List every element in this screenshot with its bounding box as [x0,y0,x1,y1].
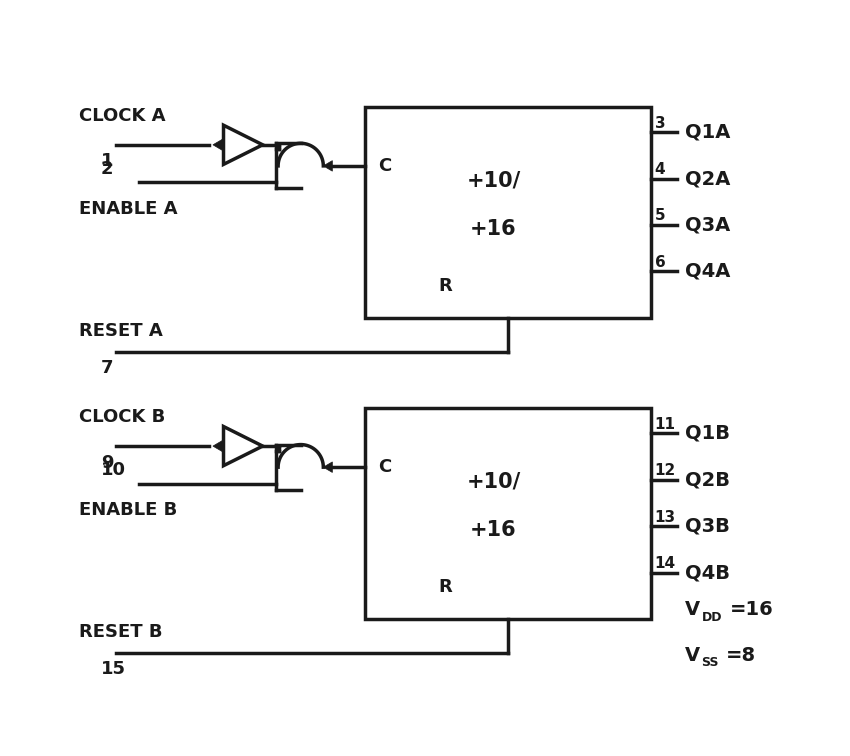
Polygon shape [224,426,263,466]
Text: Q1B: Q1B [685,424,730,443]
Text: Q3A: Q3A [685,215,730,234]
Text: Q2A: Q2A [685,169,730,188]
Text: ENABLE B: ENABLE B [78,501,177,519]
Polygon shape [213,440,224,452]
Text: V: V [685,646,700,665]
Text: +16: +16 [470,520,517,541]
Text: Q4B: Q4B [685,563,730,582]
Text: R: R [438,578,451,596]
Polygon shape [323,160,332,171]
Text: 3: 3 [654,116,666,131]
Text: 7: 7 [101,359,114,377]
Text: 14: 14 [654,556,676,571]
Text: +10/: +10/ [467,171,521,191]
Polygon shape [323,462,332,472]
Text: R: R [438,277,451,295]
Text: DD: DD [701,611,722,624]
Text: 6: 6 [654,255,666,270]
Text: 11: 11 [654,417,676,432]
Text: 4: 4 [654,162,666,177]
Text: C: C [378,458,392,476]
Text: 10: 10 [101,461,126,479]
Text: CLOCK B: CLOCK B [78,408,165,426]
Polygon shape [224,125,263,164]
Text: ENABLE A: ENABLE A [78,200,177,218]
Text: 12: 12 [654,463,676,479]
Text: 9: 9 [101,454,114,472]
Text: +16: +16 [470,219,517,239]
Text: 5: 5 [654,209,666,224]
Text: +10/: +10/ [467,472,521,492]
Text: 1: 1 [101,153,114,170]
Text: C: C [378,157,392,175]
Text: =16: =16 [730,600,774,619]
Polygon shape [213,138,224,151]
Text: Q2B: Q2B [685,470,730,489]
Text: RESET A: RESET A [78,321,162,339]
Text: SS: SS [701,656,719,669]
Text: Q4A: Q4A [685,262,730,280]
Bar [365,408,651,619]
Text: 13: 13 [654,510,676,525]
Bar [365,107,651,318]
Text: RESET B: RESET B [78,623,162,641]
Text: CLOCK A: CLOCK A [78,107,165,125]
Text: Q3B: Q3B [685,517,730,536]
Text: 15: 15 [101,661,126,678]
Text: 2: 2 [101,160,114,178]
Text: =8: =8 [726,646,756,665]
Text: V: V [685,600,700,619]
Text: Q1A: Q1A [685,122,730,141]
